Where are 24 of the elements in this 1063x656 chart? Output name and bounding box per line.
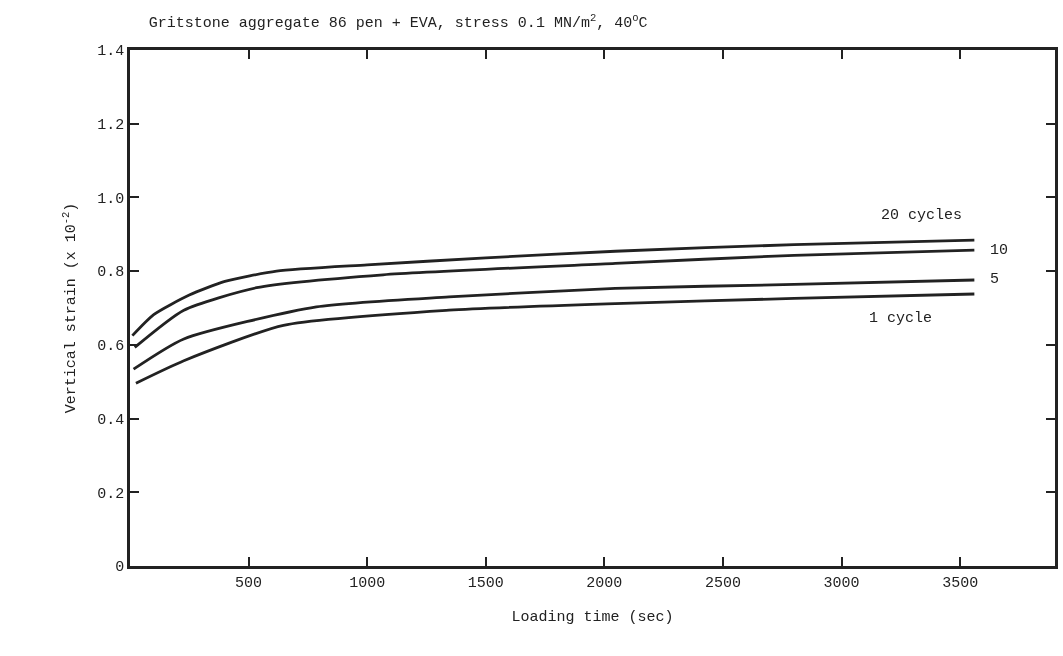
- y-tick-label: 0.2: [97, 485, 125, 503]
- y-tick-label: 1.2: [97, 116, 125, 134]
- x-tick-label: 2500: [704, 574, 741, 592]
- x-tick-label: 1500: [467, 574, 504, 592]
- line-series: [130, 238, 976, 338]
- series-label: 5: [990, 271, 1000, 288]
- x-tick-label: 2000: [586, 574, 623, 592]
- y-tick-label: 0.4: [97, 411, 125, 429]
- series-label: 10: [990, 242, 1009, 259]
- x-tick-label: 3000: [823, 574, 860, 592]
- chart-title: Gritstone aggregate 86 pen + EVA, stress 0.1 MN/m$^{2}$, 40$^{o}$C: [148, 11, 648, 32]
- x-tick-label: 3500: [942, 574, 979, 592]
- y-tick-label: 0.8: [97, 264, 125, 282]
- y-tick-label: 1.0: [97, 190, 125, 208]
- y-tick-label: 0.6: [97, 338, 125, 356]
- x-tick-label: 1000: [349, 574, 386, 592]
- x-tick-label: 500: [235, 574, 263, 592]
- line-series: [132, 278, 976, 371]
- series-label: 1 cycle: [869, 310, 933, 327]
- series-label: 20 cycles: [881, 207, 963, 224]
- y-tick-label: 0: [115, 559, 125, 577]
- line-series: [134, 292, 976, 385]
- y-tick-label: 1.4: [97, 43, 125, 61]
- x-axis-title: Loading time (sec): [511, 608, 674, 626]
